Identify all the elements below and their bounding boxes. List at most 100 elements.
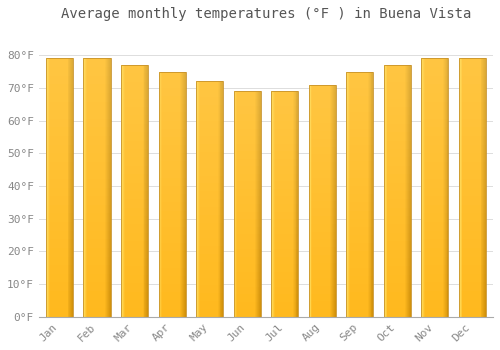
Bar [139,107,140,116]
Bar [72,119,73,127]
Bar [99,119,100,127]
Bar [70,179,71,188]
Bar [215,238,216,246]
Bar [207,278,208,285]
Bar [408,90,409,99]
Bar [239,294,240,302]
Bar [464,205,465,214]
Bar [474,239,475,248]
Bar [121,90,122,99]
Bar [324,162,325,170]
Bar [356,112,357,121]
Bar [218,238,220,246]
Bar [283,264,284,272]
Bar [63,196,64,205]
Bar [274,144,275,151]
Bar [392,216,393,224]
Bar [204,223,205,231]
Bar [469,93,470,102]
Bar [422,170,423,179]
Bar [141,250,142,258]
Bar [239,151,240,159]
Bar [273,99,274,106]
Bar [316,247,317,255]
Bar [400,250,401,258]
Bar [208,278,210,285]
Bar [386,149,388,158]
Bar [144,250,146,258]
Bar [239,287,240,294]
Bar [247,196,248,204]
Bar [87,110,88,119]
Bar [438,170,440,179]
Bar [58,205,59,214]
Bar [102,58,104,67]
Bar [409,132,410,141]
Bar [446,265,448,274]
Bar [368,178,369,186]
Bar [273,129,274,136]
Bar [146,216,147,224]
Bar [459,67,460,76]
Bar [438,308,440,317]
Bar [423,265,424,274]
Bar [434,179,435,188]
Bar [144,191,146,199]
Bar [485,265,486,274]
Bar [328,224,330,232]
Bar [65,84,66,93]
Bar [428,145,430,153]
Bar [313,185,314,193]
Bar [289,279,290,287]
Bar [335,232,336,239]
Bar [368,309,369,317]
Bar [197,152,198,160]
Bar [444,153,445,162]
Bar [137,292,138,300]
Bar [247,287,248,294]
Bar [240,166,241,174]
Bar [136,224,137,233]
Bar [322,100,323,108]
Bar [66,136,68,145]
Bar [247,264,248,272]
Bar [443,308,444,317]
Bar [173,112,174,121]
Bar [389,283,390,292]
Bar [408,74,409,82]
Bar [364,227,365,235]
Bar [366,300,367,309]
Bar [282,234,283,241]
Bar [251,166,252,174]
Bar [408,174,409,182]
Bar [320,224,322,232]
Bar [106,110,107,119]
Bar [354,137,356,145]
Bar [422,179,423,188]
Bar [292,181,293,189]
Bar [197,207,198,215]
Bar [48,308,50,317]
Bar [216,136,217,144]
Bar [392,224,393,233]
Bar [122,258,123,266]
Bar [484,300,485,308]
Bar [214,105,215,113]
Bar [283,129,284,136]
Bar [212,121,213,128]
Bar [248,226,249,234]
Bar [217,270,218,278]
Bar [237,287,238,294]
Bar [369,137,370,145]
Bar [427,67,428,76]
Bar [459,145,460,153]
Bar [332,247,333,255]
Bar [310,262,312,270]
Bar [251,241,252,249]
Bar [68,188,70,196]
Bar [446,205,448,214]
Bar [183,161,184,170]
Bar [272,234,273,241]
Bar [166,112,168,121]
Bar [182,186,183,194]
